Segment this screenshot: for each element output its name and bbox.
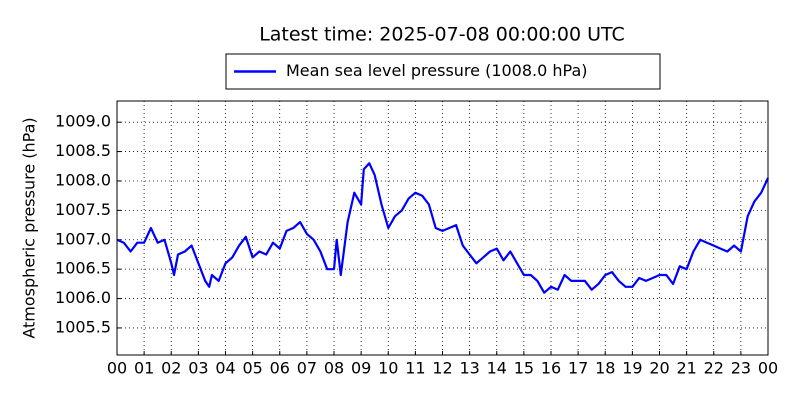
y-tick-label: 1009.0: [55, 112, 111, 131]
x-tick-label: 19: [622, 359, 642, 378]
y-tick-label: 1006.0: [55, 288, 111, 307]
x-tick-label: 22: [704, 359, 724, 378]
x-tick-label: 08: [324, 359, 344, 378]
x-tick-label: 01: [134, 359, 154, 378]
y-axis-label: Atmospheric pressure (hPa): [20, 117, 39, 338]
x-tick-label: 00: [758, 359, 778, 378]
x-tick-label: 07: [297, 359, 317, 378]
x-tick-label: 05: [242, 359, 262, 378]
x-tick-label: 16: [541, 359, 561, 378]
x-tick-label: 18: [595, 359, 615, 378]
chart-title: Latest time: 2025-07-08 00:00:00 UTC: [259, 24, 625, 46]
plot-frame: [116, 100, 769, 356]
x-tick-label: 14: [487, 359, 507, 378]
x-tick-label: 17: [568, 359, 588, 378]
x-tick-label: 23: [731, 359, 751, 378]
x-tick-label: 02: [161, 359, 181, 378]
x-tick-label: 15: [514, 359, 534, 378]
x-tick-label: 21: [676, 359, 696, 378]
x-tick-label: 03: [188, 359, 208, 378]
y-tick-label: 1007.0: [55, 229, 111, 248]
y-tick-label: 1006.5: [55, 259, 111, 278]
x-tick-label: 04: [215, 359, 235, 378]
x-tick-label: 20: [649, 359, 669, 378]
y-tick-label: 1008.5: [55, 141, 111, 160]
x-tick-label: 13: [459, 359, 479, 378]
x-tick-label: 11: [405, 359, 425, 378]
y-tick-label: 1008.0: [55, 170, 111, 189]
x-tick-label: 06: [270, 359, 290, 378]
x-tick-label: 12: [432, 359, 452, 378]
x-tick-label: 09: [351, 359, 371, 378]
y-tick-label: 1007.5: [55, 200, 111, 219]
legend-label: Mean sea level pressure (1008.0 hPa): [286, 61, 588, 80]
x-tick-label: 00: [107, 359, 127, 378]
legend-box: [225, 53, 661, 90]
x-tick-label: 10: [378, 359, 398, 378]
line-series: [116, 162, 769, 294]
y-tick-label: 1005.5: [55, 317, 111, 336]
